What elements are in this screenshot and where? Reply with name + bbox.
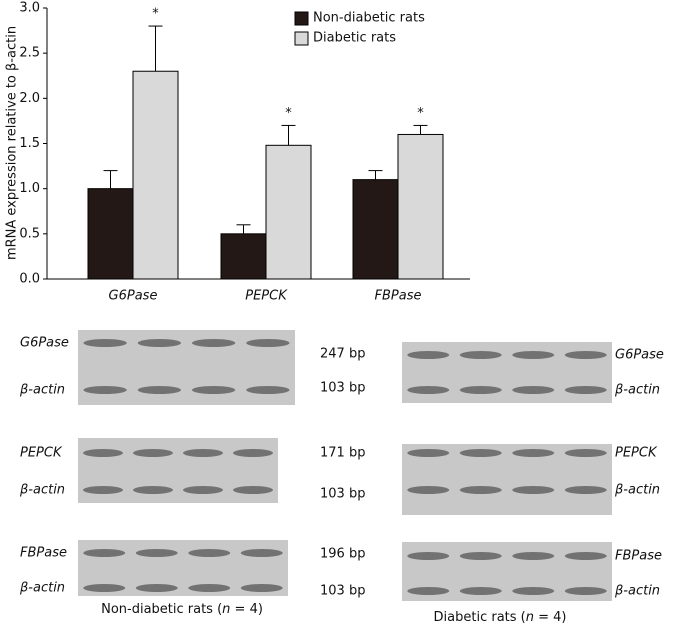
gel-band: [512, 587, 555, 595]
gel-band: [83, 549, 126, 557]
band-size: 103 bp: [320, 381, 365, 396]
significance-mark: *: [285, 106, 292, 121]
significance-mark: *: [152, 7, 159, 22]
bar: [265, 144, 312, 280]
gel-band: [135, 549, 178, 557]
y-tick-label: 3.0: [19, 1, 40, 16]
gel-band: [83, 584, 126, 592]
caption-text: Non-diabetic rats (: [101, 602, 222, 617]
gel-band: [407, 351, 450, 359]
gel-band: [83, 486, 123, 494]
gel-band: [512, 386, 555, 394]
gel-label: G6Pase: [20, 336, 69, 351]
x-tick-label: G6Pase: [109, 289, 158, 304]
legend-label: Diabetic rats: [313, 31, 396, 46]
gel-label: β-actin: [614, 584, 660, 599]
band-size: 196 bp: [320, 547, 365, 562]
y-axis-label: mRNA expression relative to β-actin: [5, 26, 20, 260]
gel-band: [459, 449, 502, 457]
gel-band: [83, 386, 127, 394]
gel-band: [246, 386, 290, 394]
gel-band: [135, 584, 178, 592]
gel-band: [512, 449, 555, 457]
gel-band: [191, 386, 236, 394]
bar: [220, 233, 267, 280]
gel-band: [564, 552, 607, 560]
gel-label: PEPCK: [20, 446, 63, 461]
gel-band: [83, 449, 123, 457]
gel-band: [407, 552, 450, 560]
caption-text: = 4): [230, 602, 263, 617]
gel-label: PEPCK: [615, 446, 658, 461]
bar: [132, 70, 179, 280]
gel-band: [459, 486, 502, 494]
gel-caption: Non-diabetic rats (n = 4): [101, 602, 263, 617]
gel-band: [246, 339, 290, 347]
y-tick-label: 1.0: [19, 181, 40, 196]
gel-band: [512, 351, 555, 359]
gel-band: [407, 587, 450, 595]
y-tick-label: 0.0: [19, 272, 40, 287]
gel-label: β-actin: [19, 581, 65, 596]
gel-band: [183, 486, 223, 494]
gel-band: [407, 486, 450, 494]
gel-band: [459, 351, 502, 359]
caption-text: Diabetic rats (: [434, 610, 526, 625]
caption-text: n: [526, 610, 534, 625]
gel-band: [459, 386, 502, 394]
band-size: 171 bp: [320, 446, 365, 461]
gel-label: β-actin: [614, 483, 660, 498]
legend-label: Non-diabetic rats: [313, 11, 425, 26]
bar: [352, 179, 399, 280]
gel-band: [183, 449, 223, 457]
x-tick-label: FBPase: [375, 289, 422, 304]
legend-swatch: [294, 11, 309, 26]
y-tick-label: 2.5: [19, 46, 40, 61]
significance-mark: *: [417, 106, 424, 121]
bar: [87, 188, 134, 280]
gel-band: [133, 449, 173, 457]
gel-band: [191, 339, 236, 347]
gel-band: [512, 486, 555, 494]
gel-band: [137, 386, 182, 394]
x-tick-label: PEPCK: [245, 289, 288, 304]
band-size: 103 bp: [320, 584, 365, 599]
gel-label: β-actin: [19, 383, 65, 398]
bar: [397, 133, 444, 280]
gel-band: [564, 351, 607, 359]
caption-text: n: [222, 602, 230, 617]
gel-band: [564, 449, 607, 457]
gel-band: [240, 584, 283, 592]
gel-label: G6Pase: [615, 348, 664, 363]
caption-text: = 4): [534, 610, 567, 625]
gel-band: [512, 552, 555, 560]
gel-label: β-actin: [19, 483, 65, 498]
gel-band: [564, 587, 607, 595]
gel-band: [564, 486, 607, 494]
gel-band: [188, 549, 231, 557]
gel-band: [137, 339, 182, 347]
legend-swatch: [294, 31, 309, 46]
band-size: 103 bp: [320, 487, 365, 502]
gel-caption: Diabetic rats (n = 4): [434, 610, 567, 625]
gel-label: FBPase: [20, 546, 67, 561]
gel-band: [233, 449, 273, 457]
gel-band: [407, 449, 450, 457]
gel-band: [564, 386, 607, 394]
gel-label: FBPase: [615, 549, 662, 564]
gel-band: [233, 486, 273, 494]
gel-label: β-actin: [614, 383, 660, 398]
gel-band: [188, 584, 231, 592]
gel-band: [133, 486, 173, 494]
y-tick-label: 1.5: [19, 136, 40, 151]
gel-band: [459, 587, 502, 595]
y-tick-label: 0.5: [19, 226, 40, 241]
gel-band: [83, 339, 127, 347]
gel-band: [240, 549, 283, 557]
y-tick-label: 2.0: [19, 91, 40, 106]
gel-band: [407, 386, 450, 394]
gel-band: [459, 552, 502, 560]
band-size: 247 bp: [320, 347, 365, 362]
